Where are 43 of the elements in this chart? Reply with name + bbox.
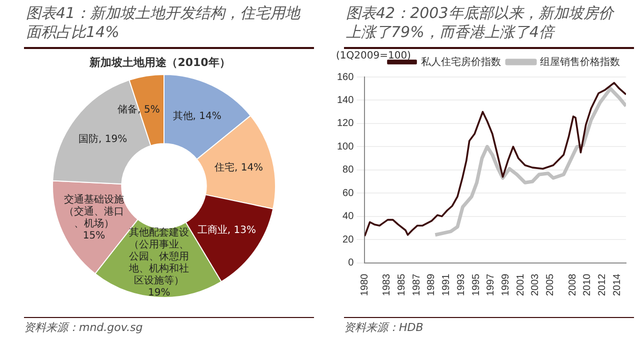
x-tick-label: 1983 bbox=[382, 273, 393, 296]
y-tick-label: 80 bbox=[342, 164, 354, 176]
slice-label: 其他, 14% bbox=[172, 110, 222, 122]
data-label: 15% bbox=[82, 230, 106, 242]
x-tick-label: 2010 bbox=[582, 273, 594, 296]
legend-label: 组屋销售价格指数 bbox=[540, 56, 620, 68]
slice-label: 住宅, 14% bbox=[214, 161, 264, 174]
y-tick-label: 140 bbox=[336, 94, 354, 106]
chart-title: 图表42：2003年底部以来，新加坡房价上涨了79%，而香港上涨了4倍 bbox=[344, 0, 634, 49]
x-tick-label: 1999 bbox=[500, 273, 512, 296]
y-axis-title: (1Q2009=100) bbox=[336, 50, 412, 62]
chart-title: 图表41：新加坡土地开发结构，住宅用地面积占比14% bbox=[24, 0, 314, 49]
slice-label: 国防, 19% bbox=[78, 133, 128, 145]
x-tick-label: 1993 bbox=[456, 273, 467, 296]
slice-label: 储备, 5% bbox=[118, 104, 160, 116]
y-tick-label: 40 bbox=[342, 211, 354, 222]
x-tick-label: 1997 bbox=[486, 273, 497, 296]
x-tick-label: 1995 bbox=[470, 273, 482, 296]
x-tick-label: 1985 bbox=[396, 273, 408, 296]
x-tick-label: 2003 bbox=[530, 273, 542, 296]
y-tick-label: 100 bbox=[336, 141, 354, 152]
y-tick-label: 60 bbox=[342, 188, 354, 199]
slice-label: 交通基础设施（交通、港口、机场） bbox=[64, 194, 124, 230]
y-tick-label: 20 bbox=[342, 234, 354, 246]
legend-label: 私人住宅房价指数 bbox=[421, 56, 501, 68]
chart-subtitle: 新加坡土地用途（2010年） bbox=[88, 55, 232, 70]
text: 资料来源：HDB bbox=[344, 317, 634, 335]
x-tick-label: 2014 bbox=[612, 273, 623, 296]
x-tick-label: 1980 bbox=[359, 273, 370, 296]
x-tick-label: 2005 bbox=[545, 273, 556, 296]
data-label: 19% bbox=[148, 287, 170, 298]
y-tick-label: 160 bbox=[336, 72, 354, 83]
x-tick-label: 1991 bbox=[441, 273, 452, 296]
text: 资料来源：mnd.gov.sg bbox=[24, 317, 314, 335]
x-tick-label: 1989 bbox=[426, 273, 438, 296]
slice-label: 其他配套建设（公用事业、公园、休憩用地、机构和社区设施等） bbox=[128, 226, 190, 286]
x-tick-label: 2001 bbox=[515, 273, 526, 296]
x-tick-label: 2008 bbox=[567, 273, 578, 296]
y-tick-label: 120 bbox=[336, 118, 354, 130]
slice-label: 工商业, 13% bbox=[197, 224, 256, 236]
x-tick-label: 1987 bbox=[411, 273, 422, 296]
x-tick-label: 2012 bbox=[596, 273, 608, 296]
y-tick-label: 0 bbox=[348, 258, 354, 269]
